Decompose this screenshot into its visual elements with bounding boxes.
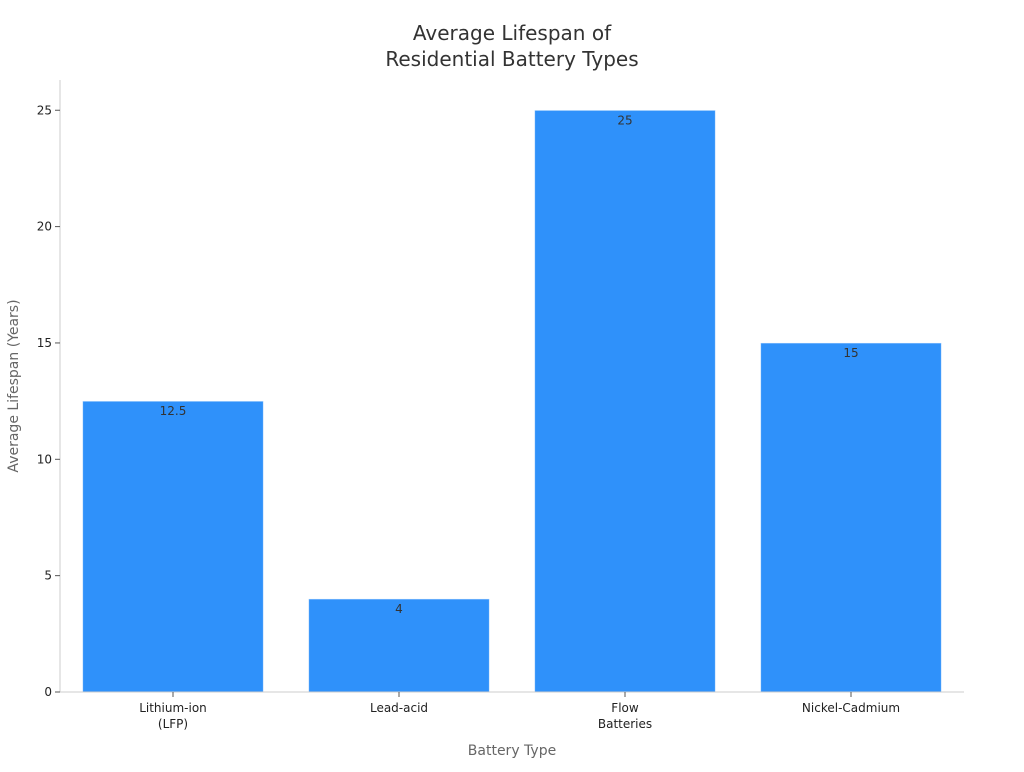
data-label: 25	[617, 113, 632, 127]
bar	[82, 400, 264, 693]
plot-area: 12.5 4 25 15 0 5 10 15 20 25 Lithium-ion (LFP) Lead-…	[37, 80, 964, 731]
bar	[308, 598, 490, 693]
y-axis-label: Average Lifespan (Years)	[6, 299, 22, 472]
chart-title: Average Lifespan of Residential Battery …	[385, 21, 638, 71]
x-axis-label: Battery Type	[468, 743, 556, 759]
x-tick-label: (LFP)	[158, 717, 188, 731]
y-tick-label: 10	[37, 452, 52, 466]
chart-title-line-2: Residential Battery Types	[385, 47, 638, 71]
y-tick-label: 15	[37, 336, 52, 350]
x-tick-label: Batteries	[598, 717, 652, 731]
bar	[534, 109, 716, 693]
data-label: 4	[395, 602, 403, 616]
y-tick-label: 5	[44, 569, 52, 583]
data-label: 12.5	[160, 404, 187, 418]
y-tick-label: 25	[37, 103, 52, 117]
y-tick-label: 0	[44, 685, 52, 699]
x-tick-label: Nickel-Cadmium	[802, 701, 900, 715]
data-label: 15	[843, 346, 858, 360]
y-tick-label: 20	[37, 220, 52, 234]
bar	[760, 342, 942, 693]
x-tick-label: Lead-acid	[370, 701, 428, 715]
chart-title-line-1: Average Lifespan of	[413, 21, 612, 45]
x-tick-label: Flow	[611, 701, 639, 715]
x-tick-label: Lithium-ion	[139, 701, 207, 715]
